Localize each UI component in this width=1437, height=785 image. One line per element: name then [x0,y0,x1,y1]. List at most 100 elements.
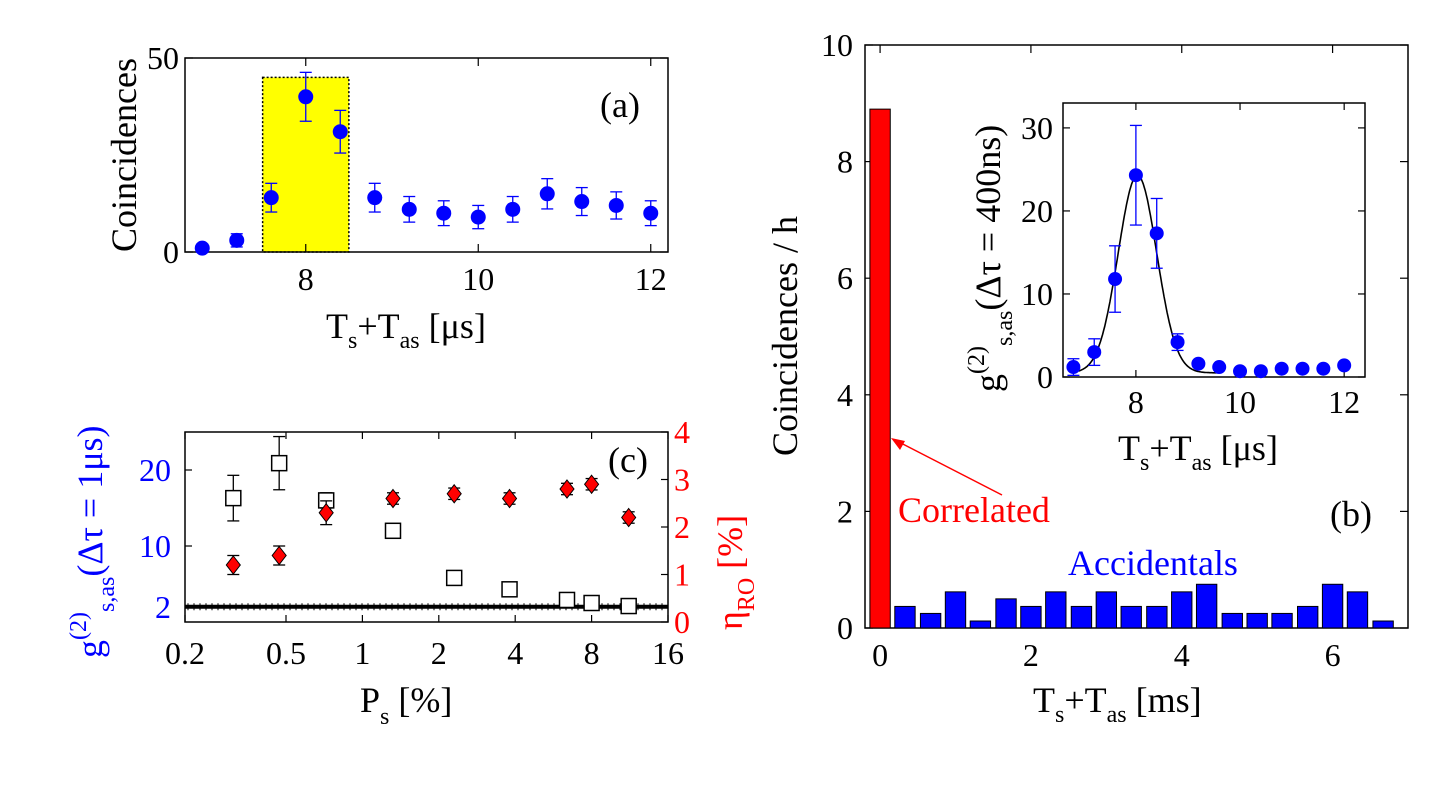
y-tick-label: 0 [163,234,179,270]
accidental-bar [1297,605,1319,629]
data-point [1316,361,1331,376]
accidentals-label: Accidentals [1068,543,1238,583]
inset-frame [1062,102,1366,378]
x-tick-label: 10 [1224,384,1256,420]
accidental-bar [894,605,916,629]
x-tick-label: 4 [1174,637,1190,673]
x-tick-label: 8 [1128,384,1144,420]
axes-frame [184,57,669,253]
data-point [1108,272,1123,287]
x-tick-label: 8 [298,261,314,297]
y-right-tick-label: 1 [674,557,690,593]
eta-diamond-point [621,507,637,528]
y-tick-label: 30 [1021,110,1053,146]
data-point [194,240,210,256]
inset-x-axis-label-part: as [1192,450,1212,476]
gaussian-fit-line [1078,174,1220,374]
eta-diamond-point [501,488,518,509]
x-tick-label: 10 [462,261,494,297]
x-axis-label-part: +T [1064,680,1106,720]
y-left-tick-label: 2 [155,589,171,625]
x-tick-label: 16 [652,635,684,671]
y-right-tick-label: 0 [674,604,690,640]
y-tick-label: 8 [837,144,853,180]
accidental-bar [995,598,1017,629]
y-tick-label: 4 [837,377,853,413]
inset-x-axis-label: Ts+Tas [μs] [1118,428,1278,476]
inset-x-axis-label-part: T [1118,428,1140,468]
y-right-tick-label: 3 [674,462,690,498]
accidental-bar [1120,605,1142,629]
panel-label-b: (b) [1330,494,1372,534]
correlated-arrowhead [891,438,905,450]
x-axis-label-part: T [1033,680,1055,720]
accidental-bar [1321,583,1344,629]
x-axis-label-part: T [326,306,348,346]
data-point [608,197,624,213]
y-left-axis-label-part: (2) [66,612,92,640]
x-tick-label: 2 [1023,637,1039,673]
y-tick-label: 0 [1037,359,1053,395]
accidental-bar [1045,591,1067,629]
inset-x-axis-label-part: s [1140,450,1149,476]
correlated-bar [869,108,891,629]
correlated-label: Correlated [898,490,1050,530]
x-axis-label-part: +T [357,306,399,346]
accidental-bar [1146,605,1168,629]
accidental-bar [944,591,967,629]
panel-c: 0.2 0.5 1 2 4 8 16 2 10 20 0 1 2 3 4 (c) g(2)s,as(Δτ = 1… [66,414,760,730]
accidental-bar [969,620,992,629]
y-right-axis-label: ηRO [%] [710,515,760,630]
x-axis-label: Ps [%] [360,680,452,730]
y-right-axis-label-part: η [710,611,750,630]
data-point [1149,226,1164,241]
x-axis-label-part: [ms] [1127,680,1202,720]
x-tick-label: 8 [584,635,600,671]
data-point [401,201,417,217]
y-tick-label: 2 [837,493,853,529]
inset-y-axis-label: g(2)s,as(Δτ = 400ns) [964,125,1018,392]
correlated-arrow-line [894,439,1003,496]
x-tick-label: 1 [354,635,370,671]
x-axis-label-part: as [1107,702,1127,728]
y-axis-label: Coincidences [104,58,144,252]
x-tick-label: 12 [1328,384,1360,420]
x-tick-label: 6 [1325,637,1341,673]
panel-label-c: (c) [608,440,648,480]
data-point [263,190,279,206]
eta-diamond-point [318,502,334,523]
panel-b: 0 2 4 6 0 2 4 6 8 10 Correlated Accidentals (b) Coinc… [765,27,1409,728]
x-axis-label-part: s [348,328,357,354]
y-tick-label: 20 [1021,193,1053,229]
y-right-tick-label: 2 [674,509,690,545]
g2-square-point [384,522,402,540]
y-left-axis-label-part: (Δτ = 1μs) [70,425,110,576]
eta-diamond-point [271,545,287,566]
panel-label-a: (a) [600,85,640,125]
inset-y-axis-label-part: (2) [964,346,990,374]
y-left-axis-label-part: s,as [94,577,120,612]
y-left-axis-label-part: g [70,640,110,658]
data-point [1337,358,1352,373]
data-point [643,205,659,221]
x-tick-label: 0.2 [165,635,205,671]
data-point [1212,360,1227,375]
eta-diamond-point [583,474,600,495]
g2-square-point [620,597,637,615]
data-point [539,186,555,202]
y-tick-label: 0 [837,610,853,646]
y-right-tick-label: 4 [674,414,690,450]
data-point [1191,356,1206,371]
x-tick-label: 2 [431,635,447,671]
x-axis-label-part: s [380,704,389,730]
eta-diamond-point [225,555,241,575]
data-point [367,190,383,206]
x-axis-label-part: P [360,680,380,720]
data-point [470,209,486,225]
data-point [1087,345,1102,360]
accidental-bar [1020,605,1042,629]
y-right-axis-label-part: RO [734,578,760,611]
accidental-bar [919,612,942,629]
data-point [1253,364,1268,379]
